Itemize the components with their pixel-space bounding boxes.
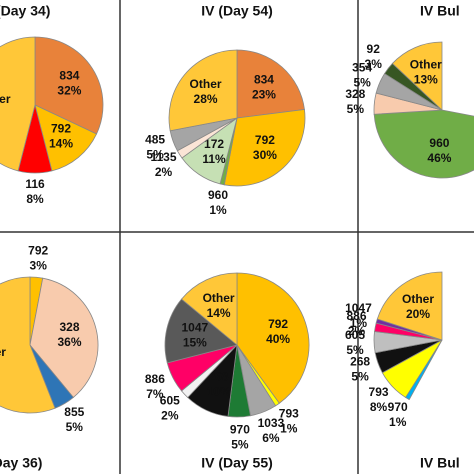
slice-percent: 46% bbox=[427, 151, 451, 165]
slice-percent: 15% bbox=[183, 336, 207, 350]
slice-label: 792 bbox=[51, 122, 71, 136]
chart-title: IV (Day 54) bbox=[201, 3, 273, 19]
slice-label: Other bbox=[203, 291, 235, 305]
slice-label: 834 bbox=[59, 68, 79, 82]
slice-label: 485 bbox=[145, 133, 165, 147]
slice-percent: 5% bbox=[346, 343, 364, 357]
slice-percent: 3% bbox=[30, 259, 48, 273]
slice-percent: 14% bbox=[49, 137, 73, 151]
slice-percent: 32% bbox=[57, 83, 81, 97]
chart-title: (Day 36) bbox=[0, 455, 42, 471]
slice-percent: 30% bbox=[253, 148, 277, 162]
slice-label: 792 bbox=[268, 317, 288, 331]
slice-percent: 1% bbox=[209, 203, 227, 217]
slice-label: 1047 bbox=[345, 301, 372, 315]
slice-label: 172 bbox=[204, 137, 224, 151]
slice-percent: 1% bbox=[389, 415, 407, 429]
slice-percent: 2% bbox=[155, 165, 173, 179]
chart-title: (Day 34) bbox=[0, 3, 50, 19]
slice-label: 268 bbox=[350, 355, 370, 369]
slice-percent: 10% bbox=[207, 384, 231, 398]
slice-percent: 5% bbox=[231, 437, 249, 451]
slice-label: 886 bbox=[346, 309, 366, 323]
pie-slice bbox=[223, 109, 306, 187]
slice-percent: 40% bbox=[266, 332, 290, 346]
slice-label: 354 bbox=[352, 61, 372, 75]
slice-label: Other bbox=[410, 58, 442, 72]
slice-percent: 2% bbox=[348, 324, 366, 338]
slice-label: 855 bbox=[64, 405, 84, 419]
slice-percent: 6% bbox=[262, 431, 280, 445]
pie-slice bbox=[391, 41, 443, 111]
slice-percent: 13% bbox=[414, 73, 438, 87]
slice-label: 960 bbox=[429, 136, 449, 150]
slice-label: 268 bbox=[209, 369, 229, 383]
slice-label: 328 bbox=[345, 87, 365, 101]
pie-slice bbox=[376, 271, 443, 341]
pie-slice bbox=[236, 49, 305, 119]
slice-label: 92 bbox=[367, 42, 381, 56]
slice-label: 886 bbox=[145, 372, 165, 386]
slice-label: Other bbox=[0, 345, 6, 359]
slice-label: 970 bbox=[230, 422, 250, 436]
pie-slice bbox=[236, 272, 310, 404]
chart-title: IV (Day 55) bbox=[201, 455, 273, 471]
slice-percent: 5% bbox=[347, 102, 365, 116]
chart-title: IV Bul bbox=[420, 455, 460, 471]
slice-percent: 1% bbox=[280, 421, 298, 435]
slice-percent: 11% bbox=[202, 152, 226, 166]
pie-slice bbox=[0, 276, 56, 414]
pie-slice bbox=[0, 36, 36, 172]
slice-percent: 28% bbox=[194, 92, 218, 106]
slice-label: Other bbox=[402, 292, 434, 306]
slice-percent: 8% bbox=[26, 192, 44, 206]
slice-label: 792 bbox=[255, 133, 275, 147]
slice-percent: 2% bbox=[161, 408, 179, 422]
slice-label: 793 bbox=[369, 385, 389, 399]
slice-label: 605 bbox=[160, 393, 180, 407]
pie-slice bbox=[180, 272, 238, 346]
pie-slice bbox=[34, 36, 104, 135]
pie-slice bbox=[373, 109, 474, 179]
slice-label: 328 bbox=[60, 320, 80, 334]
slice-percent: 5% bbox=[146, 148, 164, 162]
slice-percent: 3% bbox=[365, 57, 383, 71]
slice-label: 970 bbox=[388, 400, 408, 414]
slice-label: Other bbox=[190, 77, 222, 91]
slice-percent: 7% bbox=[146, 387, 164, 401]
slice-percent: 5% bbox=[351, 370, 369, 384]
pie-slice bbox=[168, 49, 238, 132]
slice-label: 116 bbox=[25, 177, 45, 191]
pie-slice bbox=[29, 277, 99, 398]
slice-percent: 5% bbox=[66, 420, 84, 434]
chart-title: IV Bul bbox=[420, 3, 460, 19]
slice-percent: 1% bbox=[350, 316, 368, 330]
slice-label: 1135 bbox=[150, 150, 176, 164]
slice-label: 960 bbox=[208, 188, 228, 202]
slice-percent: 23% bbox=[252, 88, 276, 102]
slice-label: 1047 bbox=[181, 321, 208, 335]
slice-label: 605 bbox=[345, 328, 365, 342]
slice-percent: 14% bbox=[207, 306, 231, 320]
slice-label: Other bbox=[0, 92, 11, 106]
slice-label: 792 bbox=[28, 244, 48, 258]
slice-label: 793 bbox=[279, 406, 299, 420]
slice-percent: 36% bbox=[58, 335, 82, 349]
slice-percent: 20% bbox=[406, 307, 430, 321]
slice-label: 1033 bbox=[258, 416, 285, 430]
pie-slice bbox=[34, 104, 98, 172]
slice-percent: 8% bbox=[370, 400, 388, 414]
slice-percent: 5% bbox=[353, 76, 371, 90]
pie-slice bbox=[164, 298, 238, 364]
slice-label: 834 bbox=[254, 73, 274, 87]
